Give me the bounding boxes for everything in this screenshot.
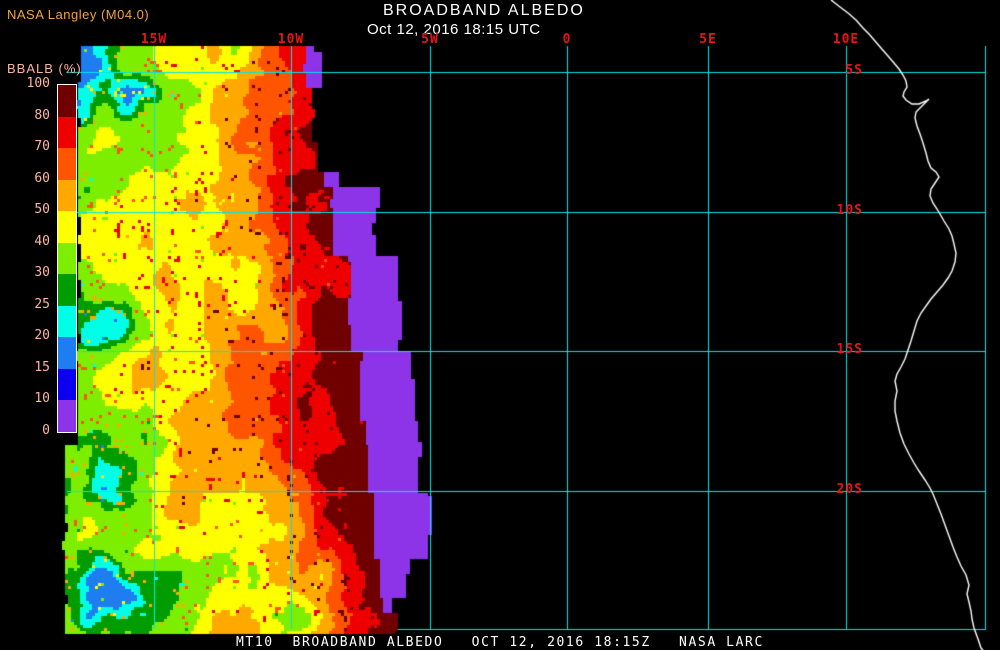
colorbar-segment (58, 211, 76, 243)
colorbar-segment (58, 368, 76, 401)
colorbar-segment (58, 305, 76, 338)
colorbar-label: BBALB (%) (7, 61, 82, 76)
colorbar-segment (58, 179, 76, 212)
timestamp-subtitle: Oct 12, 2016 18:15 UTC (367, 21, 541, 38)
colorbar-tick-label: 20 (34, 328, 50, 344)
lat-tick-label: 15S (836, 342, 863, 357)
colorbar-segment (58, 148, 76, 180)
colorbar-segment (58, 400, 76, 433)
lon-tick-label: 5W (421, 32, 439, 47)
page-title: BROADBAND ALBEDO (383, 2, 585, 19)
colorbar-tick-label: 10 (34, 391, 50, 407)
colorbar-tick-label: 60 (34, 170, 50, 186)
lat-tick-label: 20S (836, 482, 863, 497)
lon-tick-label: 15W (140, 32, 168, 47)
colorbar-tick-label: 25 (34, 296, 50, 312)
source-credit-label: NASA Langley (M04.0) (7, 7, 150, 22)
colorbar-tick-label: 80 (34, 107, 50, 123)
colorbar-tick-label: 70 (34, 139, 50, 155)
colorbar-tick-label: 50 (34, 202, 50, 218)
colorbar-tick-label: 30 (34, 265, 50, 281)
lon-tick-label: 10E (832, 32, 860, 47)
colorbar-segment (58, 116, 76, 149)
lon-tick-label: 5E (699, 32, 717, 47)
colorbar-segment (58, 274, 76, 306)
colorbar-tick-label: 15 (34, 359, 50, 375)
colorbar (57, 84, 77, 433)
lat-tick-label: 5S (845, 63, 863, 78)
lon-tick-label: 10W (277, 32, 305, 47)
colorbar-tick-label: 0 (42, 423, 50, 438)
colorbar-tick-label: 100 (26, 76, 50, 91)
colorbar-tick-label: 40 (34, 233, 50, 249)
colorbar-segment (58, 85, 76, 117)
lon-tick-label: 0 (562, 32, 572, 47)
colorbar-segment (58, 242, 76, 275)
footer-caption: MT10 BROADBAND ALBEDO OCT 12, 2016 18:15… (236, 635, 764, 650)
lat-tick-label: 10S (836, 203, 863, 218)
colorbar-segment (58, 337, 76, 369)
